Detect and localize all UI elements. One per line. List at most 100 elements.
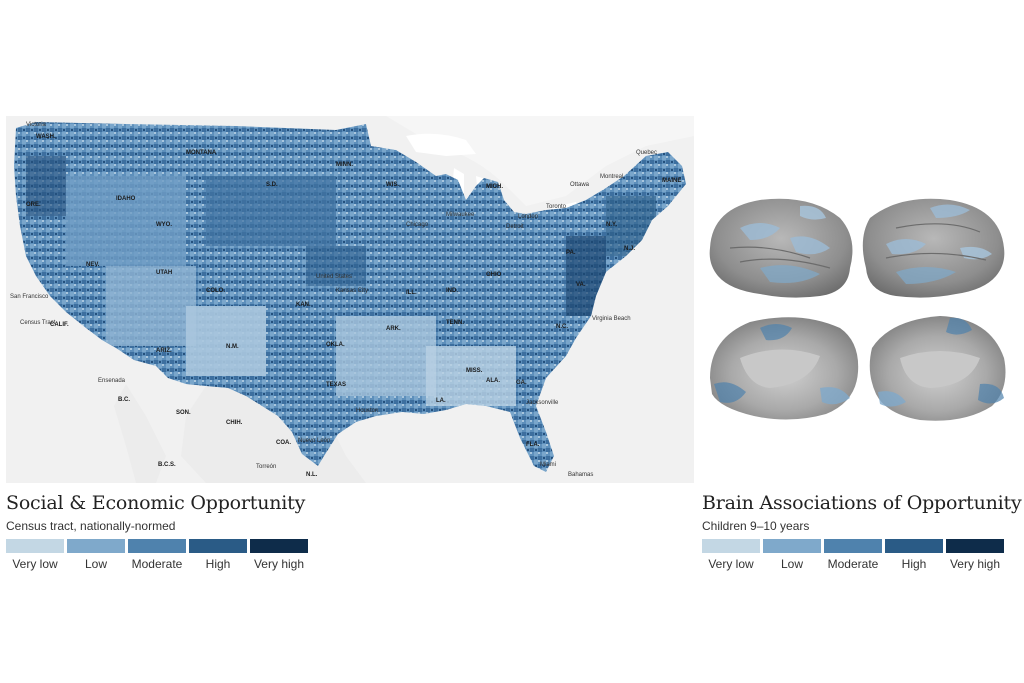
map-labels: Victoria WASH. MONTANA IDAHO ORE. WYO. S.D. MIN…	[10, 122, 681, 478]
map-place-label: CHIH.	[226, 420, 243, 426]
map-legend-item: High	[189, 539, 247, 571]
brain-legend-item: Very high	[946, 539, 1004, 571]
map-legend-swatch	[250, 539, 308, 553]
map-legend-item: Moderate	[128, 539, 186, 571]
map-place-label: WASH.	[36, 134, 56, 140]
map-place-label: MICH.	[486, 184, 503, 190]
map-place-label: Montreal	[600, 174, 623, 180]
brain-legend-item: High	[885, 539, 943, 571]
map-place-label: COA.	[276, 440, 291, 446]
map-place-label: S.D.	[266, 182, 278, 188]
map-place-label: TENN.	[446, 320, 464, 326]
map-place-label: B.C.	[118, 397, 130, 403]
map-place-label: GA.	[516, 380, 527, 386]
map-place-label: B.C.S.	[158, 462, 176, 468]
map-place-label: Ottawa	[570, 182, 590, 188]
map-place-label: ARK.	[386, 326, 401, 332]
map-place-label: MONTANA	[186, 150, 217, 156]
map-legend-item: Very low	[6, 539, 64, 571]
brain-left-lateral	[709, 198, 853, 298]
lake-superior	[406, 133, 476, 156]
map-place-label: N.J.	[624, 246, 635, 252]
map-place-label: N.C.	[556, 324, 568, 330]
map-place-label: CALIF.	[50, 322, 69, 328]
map-place-label: KAN.	[296, 302, 311, 308]
brain-title: Brain Associations of Opportunity	[702, 492, 1022, 514]
brain-surfaces	[700, 188, 1016, 438]
baja-area	[114, 384, 166, 483]
map-legend-label: High	[205, 557, 231, 571]
map-place-label: Milwaukee	[446, 212, 475, 218]
brain-legend: Very low Low Moderate High Very high	[702, 539, 1007, 571]
map-canvas[interactable]: Victoria WASH. MONTANA IDAHO ORE. WYO. S.D. MIN…	[6, 116, 694, 483]
map-place-label: ALA.	[486, 378, 500, 384]
map-place-label: UTAH	[156, 270, 172, 276]
map-place-label: OKLA.	[326, 342, 345, 348]
map-place-label: Houston	[356, 408, 378, 414]
brain-legend-swatch	[885, 539, 943, 553]
brain-right-lateral	[862, 198, 1005, 298]
map-place-label: MISS.	[466, 368, 483, 374]
brain-legend-swatch	[763, 539, 821, 553]
map-place-label: IND.	[446, 288, 458, 294]
map-legend-label: Low	[84, 557, 107, 571]
map-place-label: London	[518, 214, 538, 220]
map-place-label: TEXAS	[326, 382, 346, 388]
brain-legend-swatch	[946, 539, 1004, 553]
map-place-label: Victoria	[26, 122, 47, 128]
map-place-label: MINN.	[336, 162, 353, 168]
brain-legend-label: Low	[780, 557, 803, 571]
brain-legend-item: Low	[763, 539, 821, 571]
map-legend-swatch	[128, 539, 186, 553]
map-title: Social & Economic Opportunity	[6, 492, 306, 514]
map-place-label: N.Y.	[606, 222, 617, 228]
map-place-label: Chicago	[406, 222, 429, 228]
map-place-label: Jacksonville	[526, 400, 559, 406]
map-place-label: ILL.	[406, 290, 417, 296]
map-place-label: Census Tract	[20, 320, 56, 326]
map-place-label: ORE.	[26, 202, 41, 208]
map-place-label: PA.	[566, 250, 576, 256]
map-place-label: N.M.	[226, 344, 239, 350]
map-place-label: MAINE	[662, 178, 681, 184]
map-place-label: COLO.	[206, 288, 225, 294]
map-legend-swatch	[67, 539, 125, 553]
map-place-label: WYO.	[156, 222, 172, 228]
map-place-label: Miami	[540, 462, 556, 468]
map-legend-label: Very high	[253, 557, 305, 571]
brain-legend-label: High	[901, 557, 927, 571]
map-place-label: Nuevo León	[298, 438, 330, 444]
mexico-area	[181, 386, 366, 483]
map-place-label: Toronto	[546, 204, 567, 210]
map-place-label: N.L.	[306, 472, 318, 478]
brain-legend-item: Very low	[702, 539, 760, 571]
map-legend-item: Very high	[250, 539, 308, 571]
map-legend-swatch	[6, 539, 64, 553]
map-place-label: FLA.	[526, 442, 540, 448]
canada-area	[386, 116, 694, 206]
map-place-label: Ensenada	[98, 378, 126, 384]
map-place-label: WIS.	[386, 182, 399, 188]
map-place-label: OHIO	[486, 272, 502, 278]
brain-canvas	[709, 198, 1006, 421]
brain-legend-swatch	[824, 539, 882, 553]
brain-legend-swatch	[702, 539, 760, 553]
map-place-label: IDAHO	[116, 196, 136, 202]
map-legend-item: Low	[67, 539, 125, 571]
map-place-label: Detroit	[506, 224, 524, 230]
map-place-label: VA.	[576, 282, 586, 288]
map-place-label: LA.	[436, 398, 446, 404]
map-place-label: ARIZ.	[156, 348, 172, 354]
map-place-label: NEV.	[86, 262, 100, 268]
map-legend-swatch	[189, 539, 247, 553]
brain-right-medial	[869, 316, 1006, 421]
brain-legend-item: Moderate	[824, 539, 882, 571]
map-subtitle: Census tract, nationally-normed	[6, 519, 176, 533]
map-place-label: United States	[316, 274, 352, 280]
map-legend-label: Very low	[12, 557, 58, 571]
opportunity-map[interactable]: Victoria WASH. MONTANA IDAHO ORE. WYO. S.D. MIN…	[6, 116, 694, 483]
map-legend-label: Moderate	[131, 557, 183, 571]
brain-legend-label: Very high	[949, 557, 1001, 571]
brain-subtitle: Children 9–10 years	[702, 519, 810, 533]
map-place-label: Virginia Beach	[592, 316, 631, 322]
